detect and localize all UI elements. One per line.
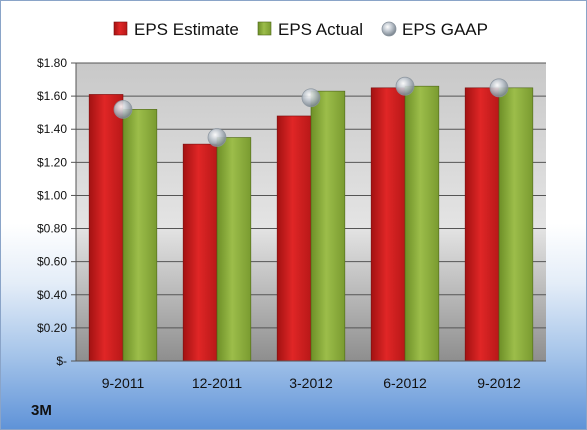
- marker-eps-gaap: [113, 99, 133, 119]
- company-label: 3M: [31, 402, 52, 419]
- x-category-label: 3-2012: [289, 375, 333, 391]
- y-tick-label: $0.20: [37, 321, 67, 335]
- y-tick-label: $0.60: [37, 255, 67, 269]
- legend-swatch-eps-gaap: [381, 21, 397, 37]
- y-tick-label: $1.20: [37, 155, 67, 169]
- marker-eps-gaap: [489, 78, 509, 98]
- bar-eps-estimate: [276, 115, 312, 362]
- legend-label: EPS Actual: [278, 20, 363, 39]
- y-tick-label: $-: [56, 354, 67, 368]
- bar-eps-estimate: [464, 87, 500, 362]
- marker-eps-gaap: [395, 76, 415, 96]
- legend-swatch-eps-actual: [257, 21, 272, 36]
- bar-eps-estimate: [88, 94, 124, 362]
- legend-label: EPS GAAP: [402, 20, 488, 39]
- y-tick-label: $1.40: [37, 122, 67, 136]
- x-category-label: 9-2012: [477, 375, 521, 391]
- marker-eps-gaap: [301, 88, 321, 108]
- y-tick-label: $1.60: [37, 89, 67, 103]
- bar-eps-actual: [498, 87, 534, 362]
- bar-eps-actual: [122, 109, 158, 362]
- bar-eps-actual: [310, 90, 346, 362]
- y-tick-label: $0.80: [37, 222, 67, 236]
- marker-eps-gaap: [207, 128, 227, 147]
- y-tick-label: $1.00: [37, 188, 67, 202]
- legend-swatch-eps-estimate: [113, 21, 128, 36]
- bar-eps-estimate: [370, 87, 406, 362]
- bar-eps-actual: [216, 137, 252, 362]
- legend-label: EPS Estimate: [134, 20, 239, 39]
- bar-eps-actual: [404, 85, 440, 362]
- y-tick-label: $1.80: [37, 56, 67, 70]
- x-category-label: 6-2012: [383, 375, 427, 391]
- x-category-label: 12-2011: [192, 375, 243, 391]
- y-tick-label: $0.40: [37, 288, 67, 302]
- bar-eps-estimate: [182, 143, 218, 362]
- x-category-label: 9-2011: [102, 375, 145, 391]
